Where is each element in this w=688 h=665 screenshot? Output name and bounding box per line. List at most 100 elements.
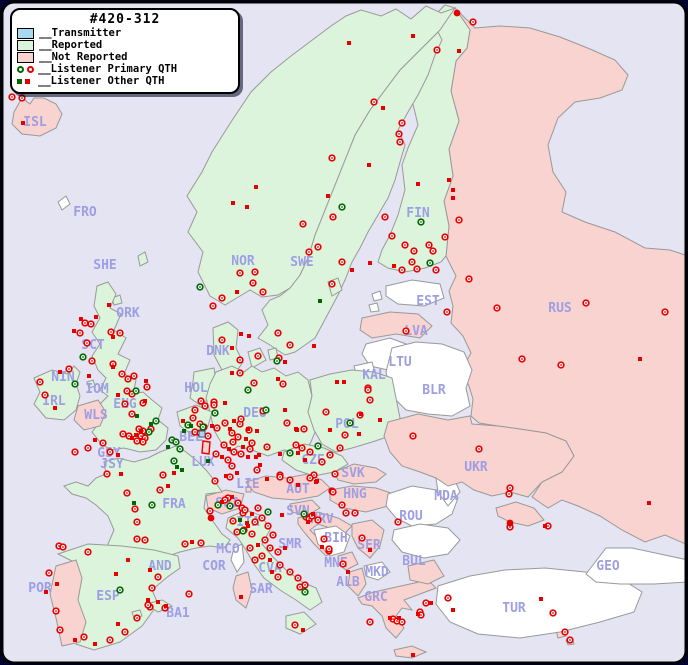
listener-primary-qth-marker bbox=[426, 259, 434, 267]
country-label-LIE: LIE bbox=[236, 477, 259, 492]
listener-other-qth-marker bbox=[126, 558, 130, 562]
legend-item-label: __Transmitter bbox=[39, 27, 122, 39]
listener-primary-qth-marker bbox=[79, 353, 87, 361]
listener-primary-qth-marker bbox=[244, 386, 252, 394]
listener-other-qth-marker bbox=[223, 401, 227, 405]
listener-primary-qth-marker bbox=[274, 548, 282, 556]
listener-other-qth-marker bbox=[392, 264, 396, 268]
country-SVK bbox=[333, 463, 387, 485]
listener-other-qth-marker bbox=[189, 424, 193, 428]
listener-other-qth-marker bbox=[228, 427, 232, 431]
listener-other-qth-marker bbox=[296, 451, 300, 455]
listener-other-qth-marker bbox=[429, 601, 433, 605]
listener-other-qth-marker bbox=[135, 414, 139, 418]
country-ALB bbox=[347, 567, 367, 597]
country-label-ALB: ALB bbox=[336, 575, 360, 590]
listener-primary-qth-marker bbox=[170, 457, 178, 465]
country-label-WLS: WLS bbox=[84, 408, 108, 423]
listener-primary-qth-marker bbox=[432, 266, 440, 274]
listener-other-qth-marker bbox=[245, 205, 249, 209]
country-label-RUS: RUS bbox=[548, 301, 572, 316]
country-ISL bbox=[11, 97, 63, 137]
listener-primary-qth-marker bbox=[318, 458, 326, 466]
country-label-COR: COR bbox=[202, 559, 226, 574]
listener-other-qth-marker bbox=[53, 406, 57, 410]
listener-primary-qth-marker bbox=[264, 522, 272, 530]
listener-primary-qth-marker bbox=[88, 357, 96, 365]
listener-primary-qth-marker bbox=[106, 636, 114, 644]
listener-primary-qth-marker bbox=[417, 218, 425, 226]
listener-other-qth-marker bbox=[227, 447, 231, 451]
listener-primary-qth-marker bbox=[144, 601, 152, 609]
listener-other-qth-marker bbox=[111, 335, 115, 339]
country-label-ROU: ROU bbox=[399, 509, 423, 524]
listener-other-qth-marker bbox=[451, 188, 455, 192]
listener-cluster-marker bbox=[506, 519, 514, 527]
listener-primary-qth-marker bbox=[250, 379, 258, 387]
listener-other-qth-marker bbox=[241, 445, 245, 449]
listener-other-qth-marker bbox=[114, 572, 118, 576]
country-label-SER: SER bbox=[357, 538, 381, 553]
listener-primary-qth-marker bbox=[298, 444, 306, 452]
listener-primary-qth-marker bbox=[364, 386, 372, 394]
listener-primary-qth-marker bbox=[65, 365, 73, 373]
country-EST bbox=[385, 279, 445, 307]
legend-title: #420-312 bbox=[89, 12, 161, 27]
country-label-FIN: FIN bbox=[406, 206, 430, 221]
listener-primary-qth-marker bbox=[441, 233, 449, 241]
country-label-CVA: CVA bbox=[258, 561, 282, 576]
country-label-BLR: BLR bbox=[422, 383, 446, 398]
listener-other-qth-marker bbox=[44, 590, 48, 594]
listener-other-qth-marker bbox=[416, 182, 420, 186]
listener-primary-qth-marker bbox=[413, 265, 421, 273]
country-label-SHE: SHE bbox=[93, 258, 116, 273]
listener-primary-qth-marker bbox=[133, 518, 141, 526]
country-label-NIN: NIN bbox=[51, 370, 75, 385]
listener-other-qth-marker bbox=[306, 520, 310, 524]
country-label-JSY: JSY bbox=[100, 457, 124, 472]
listener-primary-qth-marker bbox=[320, 535, 328, 543]
listener-primary-qth-marker bbox=[328, 280, 336, 288]
country-ROU bbox=[385, 485, 459, 527]
listener-other-qth-marker bbox=[381, 106, 385, 110]
legend-item-not-reported: __Not Reported bbox=[17, 52, 233, 63]
listener-primary-qth-marker bbox=[253, 466, 261, 474]
listener-other-qth-marker bbox=[146, 598, 150, 602]
listener-other-qth-marker bbox=[143, 399, 147, 403]
listener-primary-qth-marker bbox=[274, 573, 282, 581]
country-POR bbox=[49, 559, 87, 647]
listener-primary-qth-marker bbox=[148, 584, 156, 592]
country-UKR bbox=[383, 413, 575, 498]
listener-primary-qth-marker bbox=[139, 438, 147, 446]
listener-other-qth-marker bbox=[270, 570, 274, 574]
listener-primary-qth-marker bbox=[185, 590, 193, 598]
listener-other-qth-marker bbox=[130, 436, 134, 440]
listener-primary-qth-marker bbox=[206, 507, 214, 515]
listener-primary-qth-marker bbox=[276, 473, 284, 481]
listener-primary-qth-marker bbox=[329, 213, 337, 221]
listener-primary-qth-marker bbox=[398, 618, 406, 626]
listener-primary-qth-marker bbox=[218, 294, 226, 302]
listener-primary-qth-marker bbox=[204, 432, 212, 440]
listener-primary-qth-marker bbox=[395, 130, 403, 138]
listener-primary-qth-marker bbox=[218, 336, 226, 344]
listener-primary-qth-marker bbox=[346, 419, 354, 427]
country-CRE bbox=[393, 645, 428, 659]
listener-primary-qth-marker bbox=[286, 476, 294, 484]
country-label-DNK: DNK bbox=[206, 344, 230, 359]
listener-primary-qth-marker bbox=[251, 556, 259, 564]
listener-primary-qth-marker bbox=[80, 633, 88, 641]
listener-primary-qth-marker bbox=[366, 396, 374, 404]
listener-other-qth-marker bbox=[180, 468, 184, 472]
red-circle-icon bbox=[27, 66, 34, 73]
listener-primary-qth-marker bbox=[409, 432, 417, 440]
listener-other-qth-marker bbox=[326, 194, 330, 198]
listener-primary-qth-marker bbox=[246, 445, 254, 453]
listener-other-qth-marker bbox=[206, 459, 210, 463]
listener-primary-qth-marker bbox=[254, 504, 262, 512]
listener-primary-qth-marker bbox=[41, 391, 49, 399]
listener-primary-qth-marker bbox=[83, 339, 91, 347]
listener-primary-qth-marker bbox=[469, 18, 477, 26]
listener-other-qth-marker bbox=[411, 34, 415, 38]
listener-other-qth-marker bbox=[451, 608, 455, 612]
